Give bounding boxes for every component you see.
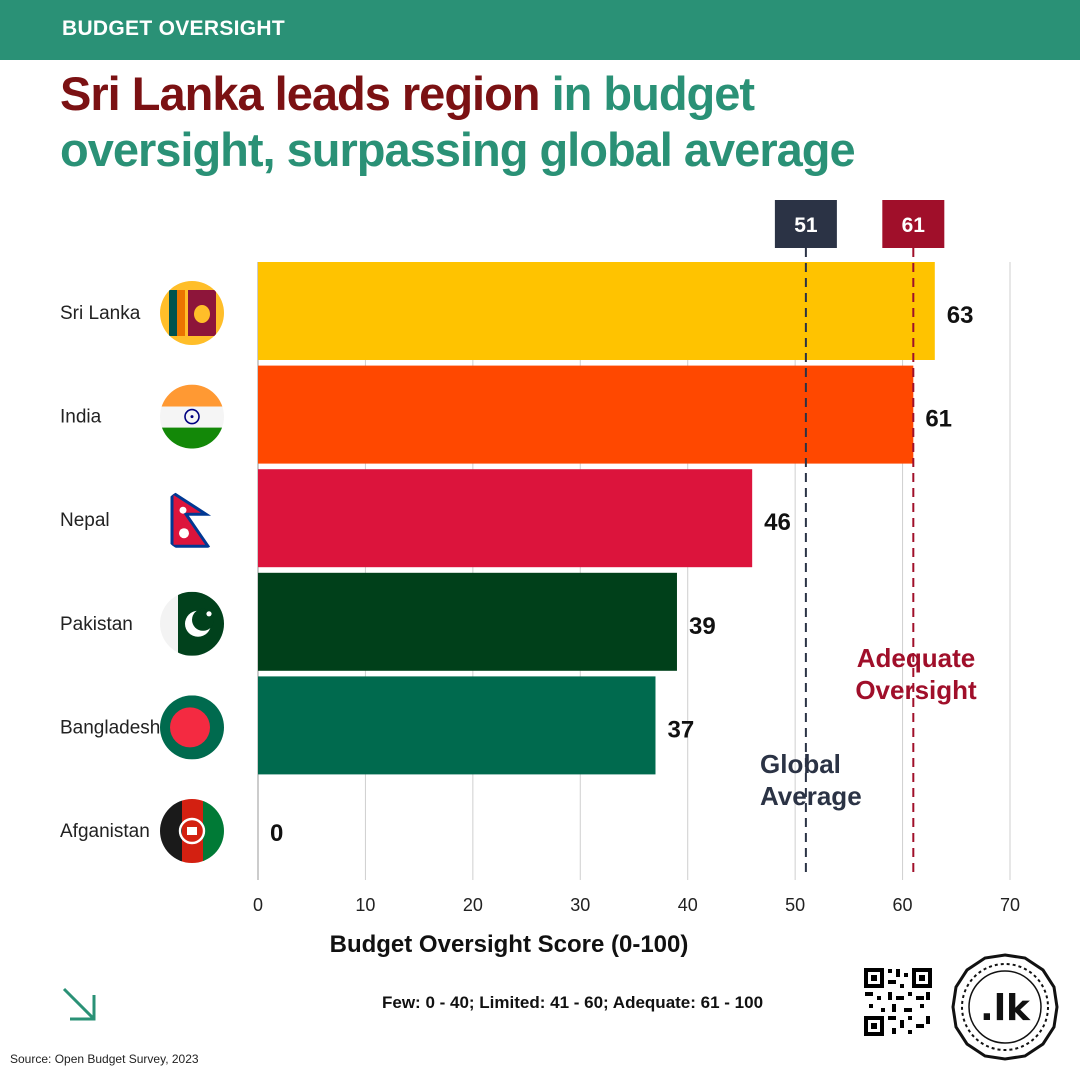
bar xyxy=(258,676,656,775)
category-label: Sri Lanka xyxy=(60,303,141,324)
bar xyxy=(258,365,914,464)
headline: Sri Lanka leads region in budget oversig… xyxy=(60,66,960,178)
flag-nepal-icon xyxy=(170,489,212,548)
data-label: 63 xyxy=(947,302,974,329)
x-tick-label: 50 xyxy=(785,895,805,915)
header-label: BUDGET OVERSIGHT xyxy=(62,17,285,40)
bar xyxy=(258,262,935,360)
header-bar: BUDGET OVERSIGHT xyxy=(0,0,1080,60)
x-tick-label: 10 xyxy=(355,895,375,915)
category-label: Nepal xyxy=(60,510,110,531)
brand-logo-text: .lk xyxy=(980,988,1031,1029)
flag-bangladesh-icon xyxy=(160,695,224,760)
x-tick-label: 30 xyxy=(570,895,590,915)
arrow-down-right-icon xyxy=(62,987,96,1021)
headline-part-1: Sri Lanka leads region xyxy=(60,67,541,120)
data-label: 39 xyxy=(689,613,716,640)
headline-part-2: in budget oversight, surpassing global a… xyxy=(60,67,856,176)
x-tick-label: 60 xyxy=(893,895,913,915)
flag-pakistan-icon xyxy=(160,591,224,656)
data-label: 46 xyxy=(764,509,791,536)
reference-badge xyxy=(882,200,945,248)
reference-line-label: Global xyxy=(760,749,841,779)
data-label: 61 xyxy=(925,406,952,433)
bar xyxy=(258,469,753,568)
category-label: Bangladesh xyxy=(60,717,160,738)
flag-afghanistan-icon xyxy=(160,799,224,863)
brand-logo-icon: .lk xyxy=(951,953,1059,1061)
bar xyxy=(258,572,677,671)
reference-line-label: Oversight xyxy=(855,675,977,705)
reference-badge xyxy=(774,200,837,248)
x-tick-label: 0 xyxy=(253,895,263,915)
category-label: Pakistan xyxy=(60,614,133,635)
reference-line-label: Adequate xyxy=(857,643,975,673)
x-tick-label: 70 xyxy=(1000,895,1020,915)
data-label: 37 xyxy=(667,716,694,743)
flag-india-icon xyxy=(160,384,224,449)
source-note: Source: Open Budget Survey, 2023 xyxy=(10,1052,199,1066)
x-tick-label: 20 xyxy=(463,895,483,915)
data-label: 0 xyxy=(270,820,283,847)
qr-code-icon xyxy=(862,966,934,1038)
reference-line-label: Average xyxy=(760,781,862,811)
reference-badge-label: 51 xyxy=(794,214,818,237)
x-tick-label: 40 xyxy=(678,895,698,915)
x-axis-title: Budget Oversight Score (0-100) xyxy=(330,931,689,958)
category-label: India xyxy=(60,407,102,428)
flag-sri-lanka-icon xyxy=(160,281,224,345)
category-legend: Few: 0 - 40; Limited: 41 - 60; Adequate:… xyxy=(382,993,764,1012)
reference-badge-label: 61 xyxy=(902,214,926,237)
category-label: Afganistan xyxy=(60,821,150,842)
